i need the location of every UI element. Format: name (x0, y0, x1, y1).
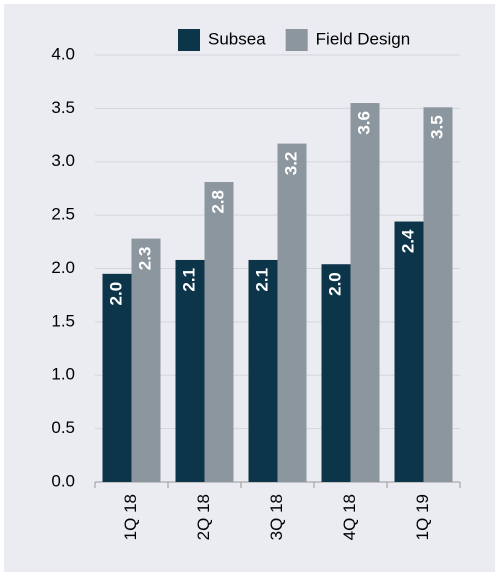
y-tick-label: 0.5 (51, 418, 75, 437)
value-label: 3.6 (354, 111, 373, 135)
x-tick-label: 1Q 19 (413, 494, 432, 540)
legend-label: Subsea (208, 29, 266, 48)
y-tick-label: 2.5 (51, 205, 75, 224)
value-label: 3.2 (281, 152, 300, 176)
bar (102, 273, 132, 482)
y-tick-label: 3.5 (51, 98, 75, 117)
y-tick-label: 4.0 (51, 44, 75, 63)
x-tick-label: 4Q 18 (340, 494, 359, 540)
x-tick-label: 3Q 18 (267, 494, 286, 540)
value-label: 2.8 (208, 190, 227, 214)
y-tick-label: 1.5 (51, 311, 75, 330)
bar (248, 259, 278, 482)
x-tick-label: 2Q 18 (194, 494, 213, 540)
value-label: 2.4 (398, 229, 417, 253)
value-label: 2.1 (252, 268, 271, 292)
y-tick-label: 3.0 (51, 151, 75, 170)
value-label: 2.3 (135, 247, 154, 271)
bar (423, 107, 453, 483)
x-tick-label: 1Q 18 (121, 494, 140, 540)
legend-swatch (178, 29, 200, 51)
legend-swatch (285, 29, 308, 51)
y-tick-label: 0.0 (51, 471, 75, 490)
bar (175, 259, 205, 482)
bar (350, 103, 380, 482)
bar (131, 238, 161, 482)
y-tick-label: 2.0 (51, 258, 75, 277)
value-label: 3.5 (427, 115, 446, 139)
value-label: 2.0 (325, 272, 344, 296)
bar (204, 182, 234, 482)
y-tick-label: 1.0 (51, 365, 75, 384)
value-label: 2.0 (106, 282, 125, 306)
bar (394, 221, 424, 482)
bar (277, 143, 307, 483)
bar (321, 264, 351, 482)
value-label: 2.1 (179, 268, 198, 292)
legend-label: Field Design (316, 29, 411, 48)
